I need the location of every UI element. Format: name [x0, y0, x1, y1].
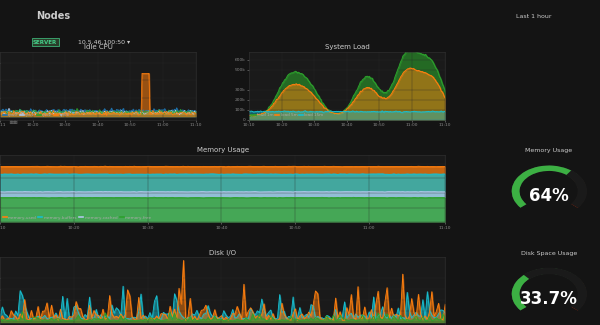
Legend: memory-used, memory-buffers, memory-cached, memory-free: memory-used, memory-buffers, memory-cach…	[2, 215, 152, 220]
Wedge shape	[572, 278, 586, 294]
Wedge shape	[512, 268, 586, 310]
Title: Idle CPU: Idle CPU	[83, 44, 113, 50]
Title: System Load: System Load	[325, 44, 370, 50]
Text: 64%: 64%	[529, 187, 569, 205]
Title: Disk I/O: Disk I/O	[209, 250, 236, 256]
Legend: load 1m, load 5m, load 15m: load 1m, load 5m, load 15m	[251, 113, 324, 118]
Text: 10.5.46.100:50 ▾: 10.5.46.100:50 ▾	[78, 40, 130, 45]
Text: 33.7%: 33.7%	[520, 290, 578, 308]
Wedge shape	[512, 268, 578, 310]
Text: ○: ○	[8, 156, 17, 166]
Wedge shape	[572, 176, 586, 192]
Wedge shape	[566, 170, 587, 208]
Text: ●: ●	[8, 287, 17, 297]
Wedge shape	[512, 165, 578, 208]
Text: SERVER: SERVER	[33, 40, 57, 45]
Wedge shape	[512, 165, 586, 208]
Text: Last 1 hour: Last 1 hour	[516, 14, 551, 19]
Wedge shape	[523, 268, 587, 311]
Text: ⚙: ⚙	[8, 205, 17, 215]
Legend: cpu0, cpu1, cpu2, cpu8: cpu0, cpu1, cpu2, cpu8	[2, 113, 70, 118]
Text: ▦: ▦	[8, 115, 17, 125]
Title: Disk Space Usage: Disk Space Usage	[521, 251, 577, 256]
Wedge shape	[572, 191, 586, 208]
Title: Memory Usage: Memory Usage	[197, 147, 248, 153]
Text: Nodes: Nodes	[36, 11, 70, 21]
Title: Memory Usage: Memory Usage	[526, 148, 572, 153]
Text: +: +	[8, 74, 17, 84]
Text: ○: ○	[8, 309, 17, 319]
Wedge shape	[572, 294, 586, 310]
